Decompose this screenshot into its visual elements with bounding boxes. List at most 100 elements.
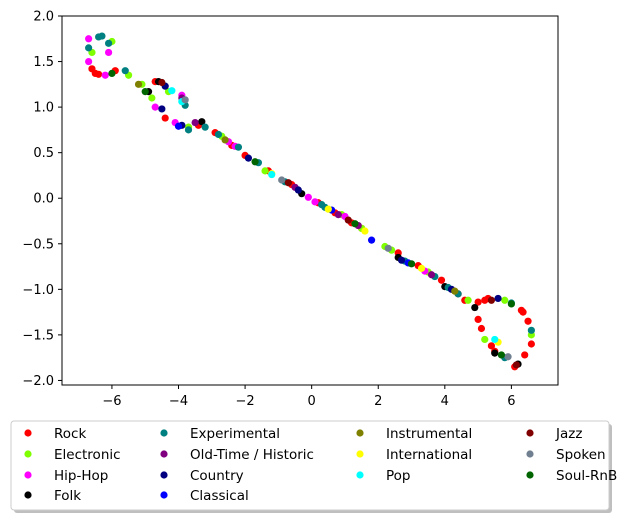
data-point — [519, 308, 527, 316]
legend-marker — [160, 471, 168, 479]
legend-label: Soul-RnB — [556, 468, 617, 484]
y-tick-label: −2.0 — [22, 374, 54, 389]
data-point — [407, 260, 416, 268]
data-point — [251, 158, 259, 166]
data-point — [334, 211, 342, 219]
legend-marker — [24, 491, 32, 499]
data-point — [294, 186, 302, 194]
legend-item: Hip-Hop — [24, 468, 108, 484]
y-tick-label: −1.5 — [22, 328, 54, 343]
legend-label: Rock — [54, 426, 86, 442]
data-point — [98, 32, 106, 40]
data-point — [397, 256, 406, 264]
data-point — [351, 220, 359, 228]
legend-item: Spoken — [526, 447, 606, 463]
data-point — [108, 69, 116, 77]
legend-label: Country — [190, 468, 244, 484]
legend-label: Spoken — [556, 447, 606, 463]
legend-marker — [24, 450, 32, 458]
data-point — [168, 87, 176, 95]
x-tick-label: −6 — [102, 394, 121, 409]
data-point — [244, 154, 253, 162]
legend-item: Folk — [24, 488, 81, 504]
legend-item: Jazz — [526, 426, 582, 442]
data-point — [151, 103, 159, 111]
data-point — [105, 39, 113, 47]
legend-label: Folk — [54, 488, 81, 504]
data-point — [474, 298, 482, 306]
data-point — [201, 123, 209, 131]
legend-marker — [356, 429, 364, 437]
legend-marker — [160, 450, 168, 458]
x-tick-label: 4 — [441, 394, 449, 409]
x-tick-label: −2 — [236, 394, 255, 409]
y-axis: 2.0 1.5 1.0 0.5 0.0 −0.5 −1.0 −1.5 −2.0 — [22, 10, 62, 389]
data-point — [101, 71, 109, 79]
legend-marker — [526, 429, 534, 437]
points-layer — [85, 32, 535, 371]
data-point — [384, 244, 392, 252]
legend-box — [10, 420, 610, 511]
legend-item: Experimental — [160, 426, 280, 442]
y-tick-label: 0.0 — [33, 192, 54, 207]
legend-marker — [356, 450, 364, 458]
y-tick-label: −1.0 — [22, 283, 54, 298]
legend-items: Rock Electronic Hip-Hop Folk Experimental Old… — [24, 426, 617, 504]
data-point — [148, 94, 156, 102]
data-point — [491, 335, 499, 344]
data-point — [464, 296, 472, 304]
data-point — [487, 342, 496, 350]
data-point — [481, 296, 489, 304]
data-point — [105, 48, 113, 57]
x-tick-label: 6 — [507, 394, 515, 409]
legend-label: Jazz — [555, 426, 582, 442]
legend-item: Classical — [160, 488, 249, 504]
legend-item: Instrumental — [356, 426, 472, 442]
data-point — [481, 335, 489, 344]
data-point — [261, 167, 269, 175]
data-point — [134, 80, 143, 88]
legend-marker — [24, 471, 32, 479]
data-point — [95, 70, 103, 78]
data-point — [477, 324, 486, 333]
legend-label: Old-Time / Historic — [190, 447, 314, 463]
legend-item: Old-Time / Historic — [160, 447, 314, 463]
legend-label: Electronic — [54, 447, 121, 463]
y-tick-label: 1.5 — [33, 55, 54, 70]
legend-item: Rock — [24, 426, 86, 442]
x-tick-label: 2 — [374, 394, 382, 409]
data-point — [198, 118, 206, 126]
legend-marker — [356, 471, 364, 479]
y-tick-label: −0.5 — [22, 237, 54, 252]
data-point — [344, 216, 352, 224]
data-point — [214, 130, 223, 139]
data-point — [184, 126, 193, 134]
data-point — [191, 119, 199, 127]
data-point — [304, 193, 312, 201]
x-tick-label: −4 — [169, 394, 188, 409]
data-point — [507, 300, 515, 308]
data-point — [494, 294, 502, 303]
legend-marker — [526, 450, 534, 458]
data-point — [161, 114, 169, 122]
data-point — [497, 351, 506, 359]
legend-label: Pop — [386, 468, 411, 484]
data-point — [521, 351, 529, 359]
data-point — [491, 349, 499, 357]
data-point — [361, 227, 369, 235]
legend-marker — [160, 429, 168, 437]
data-point — [221, 136, 229, 144]
data-point — [234, 143, 243, 151]
data-point — [501, 296, 509, 304]
data-point — [367, 236, 376, 244]
legend-item: Electronic — [24, 447, 121, 463]
legend-item: International — [356, 447, 472, 463]
data-point — [268, 170, 276, 179]
data-point — [417, 264, 426, 272]
data-point — [527, 326, 535, 334]
data-point — [141, 88, 149, 96]
data-point — [85, 57, 93, 66]
data-point — [427, 271, 436, 279]
data-point — [181, 96, 189, 104]
data-point — [437, 276, 446, 284]
